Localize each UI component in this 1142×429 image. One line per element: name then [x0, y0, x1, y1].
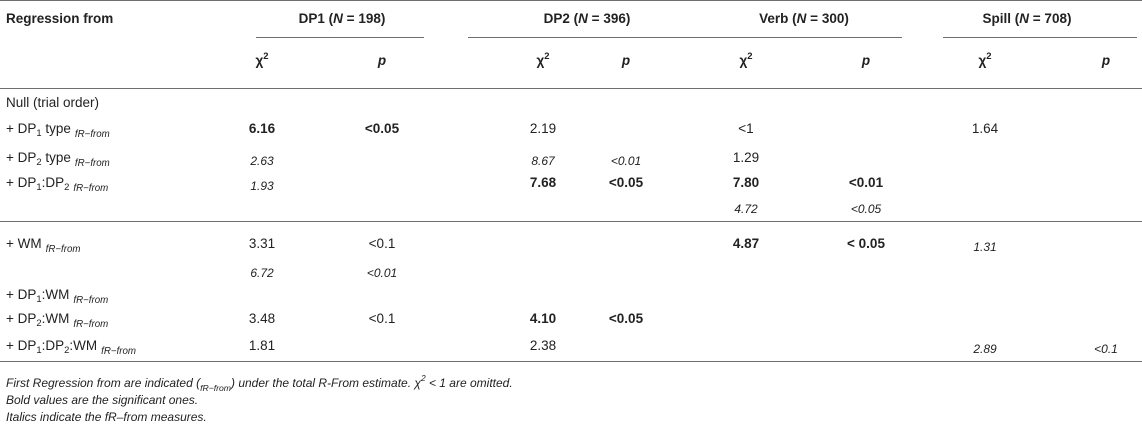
header-p-value: p [1101, 53, 1111, 68]
row-label: + DP1:WM fR−from [6, 287, 109, 306]
table-note-2: Bold values are the significant ones. [6, 393, 199, 407]
bottom-rule [0, 361, 1142, 362]
header-p-value: p [861, 53, 871, 68]
header-chi-square: χ2 [739, 51, 753, 68]
header-group-verb: Verb (N = 300) [759, 11, 849, 26]
table-cell: 7.68 [529, 175, 557, 190]
header-chi-square: χ2 [978, 51, 992, 68]
table-cell: 2.63 [250, 154, 274, 168]
table-cell: 7.80 [732, 175, 760, 190]
table-cell: 8.67 [531, 154, 555, 168]
table-cell: 2.38 [529, 338, 557, 353]
header-chi-square: χ2 [536, 51, 550, 68]
table-cell: 2.19 [529, 121, 557, 136]
top-rule [0, 0, 1142, 1]
row-label: + WM fR−from [6, 236, 81, 255]
header-rule [0, 88, 1142, 89]
header-regression-from: Regression from [6, 11, 114, 26]
table-cell: 4.72 [734, 202, 758, 216]
group-underline-verb [707, 37, 902, 38]
table-cell: <0.05 [850, 202, 882, 216]
header-group-dp1: DP1 (N = 198) [298, 11, 386, 26]
row-label: + DP1:DP2:WM fR−from [6, 338, 136, 357]
group-underline-dp1 [256, 37, 424, 38]
table-cell: <0.05 [608, 175, 644, 190]
header-group-dp2: DP2 (N = 396) [543, 11, 631, 26]
table-note-1: First Regression from are indicated (fR−… [6, 373, 513, 393]
row-label: + DP2:WM fR−from [6, 311, 109, 330]
header-group-spill: Spill (N = 708) [982, 11, 1072, 26]
table-cell: 3.48 [248, 311, 276, 326]
table-cell: <0.01 [610, 154, 642, 168]
table-cell: <0.05 [608, 311, 644, 326]
table-cell: 4.10 [529, 311, 557, 326]
header-p-value: p [621, 53, 631, 68]
table-cell: <1 [738, 121, 754, 136]
table-cell: 6.72 [250, 266, 274, 280]
table-cell: <0.05 [364, 121, 400, 136]
section-rule [0, 221, 1142, 222]
table-cell: 1.93 [250, 179, 274, 193]
table-cell: 1.81 [248, 338, 276, 353]
row-label: + DP2 type fR−from [6, 150, 110, 169]
row-label: + DP1 type fR−from [6, 121, 110, 140]
table-cell: 1.64 [971, 121, 999, 136]
row-label: + DP1:DP2 fR−from [6, 175, 109, 194]
table-cell: <0.01 [848, 175, 884, 190]
header-p-value: p [377, 53, 387, 68]
table-cell: <0.1 [368, 236, 396, 251]
table-cell: 1.31 [973, 240, 997, 254]
table-cell: 6.16 [248, 121, 276, 136]
table-note-3: Italics indicate the fR–from measures. [6, 410, 207, 424]
table-cell: <0.1 [1094, 342, 1118, 356]
table-cell: <0.1 [368, 311, 396, 326]
table-cell: <0.01 [366, 266, 398, 280]
header-chi-square: χ2 [255, 51, 269, 68]
table-cell: 4.87 [732, 236, 760, 251]
table-cell: < 0.05 [847, 236, 885, 251]
table-cell: 1.29 [732, 150, 760, 165]
group-underline-dp2 [468, 37, 710, 38]
table-cell: 2.89 [973, 342, 997, 356]
section-label: Null (trial order) [6, 95, 100, 110]
table-cell: 3.31 [248, 236, 276, 251]
group-underline-spill [943, 37, 1137, 38]
